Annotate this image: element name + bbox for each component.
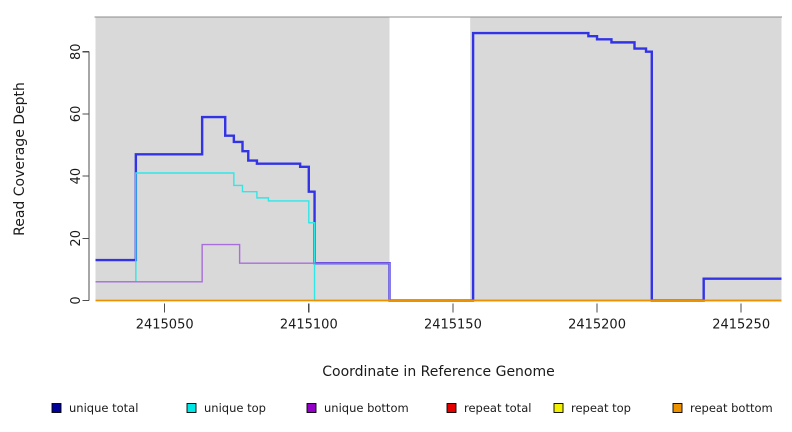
x-tick-label: 2415100	[280, 318, 338, 333]
series-unique-bottom	[95, 243, 782, 302]
y-tick-label: 0	[69, 296, 84, 304]
series-unique-total	[95, 31, 782, 302]
y-tick-label: 40	[69, 168, 84, 185]
legend-item-unique-bottom[interactable]: unique bottom	[306, 401, 409, 415]
repeat-region-left	[95, 17, 390, 301]
legend-swatch-unique-total	[51, 403, 62, 413]
axis-titles-layer: Read Coverage Depth Coordinate in Referen…	[12, 82, 555, 380]
legend-item-repeat-top[interactable]: repeat top	[553, 401, 631, 415]
x-tick-label: 2415150	[424, 318, 482, 333]
series-layer	[95, 31, 782, 302]
x-tick-label: 2415200	[568, 318, 626, 333]
legend-swatch-repeat-total	[446, 403, 457, 413]
legend: unique total unique top unique bottom repea…	[51, 401, 773, 415]
legend-item-unique-top[interactable]: unique top	[186, 401, 266, 415]
legend-swatch-repeat-bottom	[672, 403, 683, 413]
legend-label-unique-bottom: unique bottom	[324, 401, 409, 415]
y-tick-label: 80	[69, 43, 84, 60]
legend-label-unique-total: unique total	[69, 401, 138, 415]
x-tick-label: 2415250	[712, 318, 770, 333]
legend-item-unique-total[interactable]: unique total	[51, 401, 138, 415]
legend-label-repeat-bottom: repeat bottom	[690, 401, 773, 415]
legend-swatch-unique-bottom	[306, 403, 317, 413]
legend-label-unique-top: unique top	[204, 401, 266, 415]
tick-labels-layer: 0 20 40 60 80 2415050 2415100 2415150 2415200 241…	[69, 43, 770, 332]
y-axis-title: Read Coverage Depth	[12, 82, 28, 236]
y-tick-label: 60	[69, 106, 84, 123]
legend-item-repeat-total[interactable]: repeat total	[446, 401, 531, 415]
x-tick-label: 2415050	[136, 318, 194, 333]
repeat-region-right	[470, 17, 782, 301]
legend-swatch-unique-top	[186, 403, 197, 413]
legend-swatch-repeat-top	[553, 403, 564, 413]
legend-item-repeat-bottom[interactable]: repeat bottom	[672, 401, 773, 415]
axes-layer	[82, 51, 742, 313]
x-axis-title: Coordinate in Reference Genome	[322, 364, 555, 380]
legend-label-repeat-total: repeat total	[464, 401, 531, 415]
y-tick-label: 20	[69, 230, 84, 247]
legend-label-repeat-top: repeat top	[571, 401, 631, 415]
series-unique-top	[95, 172, 782, 302]
